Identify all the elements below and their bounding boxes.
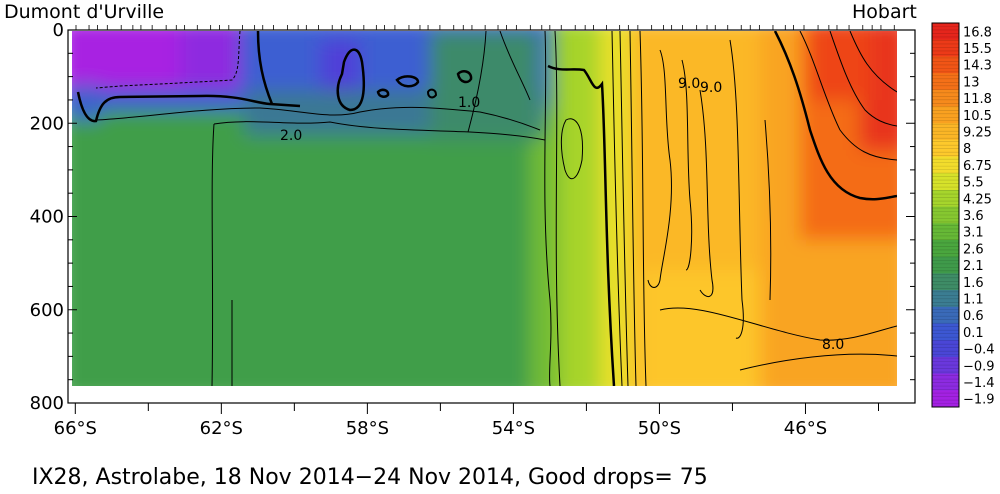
colorbar-segment (932, 223, 959, 241)
colorbar-segment (932, 240, 959, 258)
colorbar-label: 1.1 (963, 292, 984, 307)
colorbar-label: 0.6 (963, 309, 984, 324)
colorbar-segment (932, 189, 959, 208)
right-station-label: Hobart (852, 1, 917, 23)
colorbar-label: 10.5 (963, 109, 992, 124)
x-tick-label: 50°S (638, 418, 681, 439)
colorbar-segment (932, 106, 959, 124)
colorbar-segment (932, 156, 959, 174)
colorbar-label: −0.9 (963, 359, 995, 374)
colorbar-segment (932, 139, 959, 158)
colorbar-segment (932, 323, 959, 341)
contour-label-1: 1.0 (458, 95, 480, 111)
y-tick-label: 800 (30, 393, 64, 414)
colorbar-segment (932, 123, 959, 141)
colorbar-frame (931, 22, 960, 408)
colorbar-label: 2.1 (963, 259, 984, 274)
colorbar-label: 4.25 (963, 192, 992, 207)
contour-label-3: 9.0 (678, 76, 700, 92)
station-drop-ticks (75, 25, 895, 30)
x-tick-label: 46°S (784, 418, 827, 439)
depth-axis: 0 200 400 600 800 (30, 20, 915, 414)
contour-labels: 1.0 2.0 9.0 9.0 8.0 (280, 76, 844, 353)
colorbar-label: −0.4 (963, 343, 995, 358)
contour-label-4: 9.0 (700, 80, 722, 96)
colorbar-segment (932, 173, 959, 191)
colorbar-label: 15.5 (963, 42, 992, 57)
x-tick-label: 66°S (54, 418, 97, 439)
colorbar-label: 1.6 (963, 276, 984, 291)
colorbar-label: 6.75 (963, 159, 992, 174)
colorbar-segment (932, 56, 959, 74)
y-tick-label: 200 (30, 113, 64, 134)
colorbar-label: 0.1 (963, 326, 984, 341)
colorbar-segment (932, 73, 959, 91)
figure-caption: IX28, Astrolabe, 18 Nov 2014−24 Nov 2014… (32, 465, 708, 490)
colorbar-segment (932, 39, 959, 57)
y-tick-label: 0 (53, 20, 64, 41)
colorbar-label: 3.6 (963, 209, 984, 224)
colorbar-label: 8 (963, 142, 971, 157)
x-tick-label: 58°S (346, 418, 389, 439)
contour-lines (76, 31, 897, 386)
colorbar-segment (932, 340, 959, 358)
colorbar-label: 9.25 (963, 126, 992, 141)
colorbar-label: −1.9 (963, 393, 995, 408)
y-tick-label: 600 (30, 300, 64, 321)
colorbar-segment (932, 256, 959, 274)
colorbar-segment (932, 290, 959, 308)
y-tick-label: 400 (30, 207, 64, 228)
colorbar-segment (932, 373, 959, 391)
colorbar-segment (932, 206, 959, 224)
colorbar-label: 13 (963, 75, 980, 90)
latitude-axis: 66°S 62°S 58°S 54°S 50°S 46°S (54, 403, 879, 439)
colorbar-label: 14.3 (963, 59, 992, 74)
colorbar-segment (932, 273, 959, 291)
x-tick-label: 54°S (492, 418, 535, 439)
colorbar: 16.8 15.5 14.313 11.8 10.5 9.258 6.75 5.54.25 3.… (931, 22, 995, 408)
colorbar-label: 5.5 (963, 176, 984, 191)
colorbar-label: 2.6 (963, 242, 984, 257)
colorbar-label: −1.4 (963, 376, 995, 391)
colorbar-segment (932, 23, 959, 41)
temperature-field (72, 31, 897, 386)
colorbar-segment (932, 89, 959, 107)
contour-label-5: 8.0 (822, 337, 844, 353)
colorbar-segment (932, 306, 959, 325)
colorbar-segment (932, 390, 959, 408)
left-station-label: Dumont d'Urville (4, 1, 164, 23)
contour-label-2: 2.0 (280, 128, 302, 144)
x-tick-label: 62°S (200, 418, 243, 439)
colorbar-label: 3.1 (963, 226, 984, 241)
colorbar-label: 16.8 (963, 25, 992, 40)
colorbar-segment (932, 356, 959, 375)
colorbar-label: 11.8 (963, 92, 992, 107)
